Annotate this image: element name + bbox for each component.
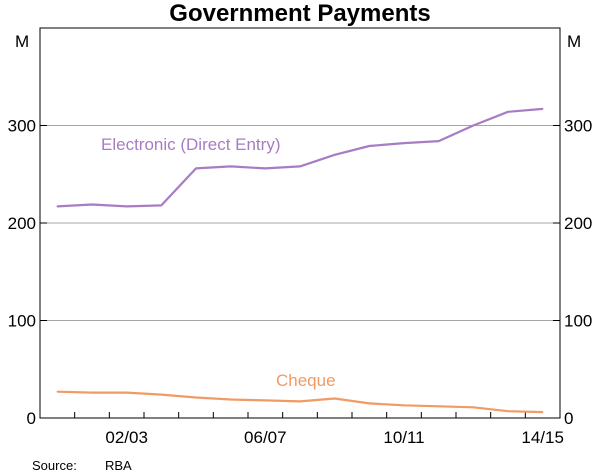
data-point: [368, 402, 371, 405]
data-point: [264, 399, 267, 402]
data-point: [195, 396, 197, 399]
y-tick-label-right: 0: [564, 409, 573, 428]
data-point: [368, 145, 371, 147]
y-axis-unit-left: M: [15, 32, 29, 51]
x-axis: 02/03 06/07 10/11 14/15: [39, 412, 564, 447]
series-line-0: [57, 107, 543, 208]
data-point: [437, 405, 440, 408]
data-point: [472, 406, 475, 409]
data-point: [541, 108, 544, 110]
data-point: [91, 391, 93, 394]
data-point: [125, 391, 128, 394]
data-point: [160, 204, 163, 207]
x-tick-label: 14/15: [521, 428, 564, 447]
y-axis-unit-right: M: [567, 32, 581, 51]
data-point: [91, 203, 93, 206]
data-point: [472, 124, 475, 127]
y-axis-left: 0 100 200 300: [8, 117, 47, 428]
y-tick-label-right: 300: [564, 117, 592, 136]
data-point: [229, 398, 232, 401]
x-tick-label: 06/07: [244, 428, 287, 447]
y-tick-label-left: 0: [27, 409, 36, 428]
data-point: [229, 165, 232, 168]
y-tick-label-left: 100: [8, 312, 36, 331]
data-point: [507, 410, 509, 412]
data-point: [299, 165, 301, 168]
series-lines: [56, 107, 544, 414]
x-tick-label: 10/11: [383, 428, 424, 447]
gridlines: [40, 125, 560, 321]
data-point: [541, 411, 544, 413]
data-point: [125, 205, 128, 208]
source-label: Source:: [32, 458, 77, 473]
series-label-electronic: Electronic (Direct Entry): [101, 135, 280, 154]
chart-title: Government Payments: [169, 0, 430, 27]
data-point: [437, 140, 440, 142]
series-label-cheque: Cheque: [276, 371, 336, 390]
y-tick-label-right: 100: [564, 312, 592, 331]
source-value: RBA: [105, 458, 132, 473]
data-point: [56, 205, 59, 208]
data-point: [264, 167, 267, 170]
y-axis-right: 0 100 200 300: [553, 117, 592, 428]
x-tick-label: 02/03: [105, 428, 148, 447]
data-point: [299, 400, 301, 403]
y-tick-label-right: 200: [564, 214, 592, 233]
data-point: [195, 167, 197, 170]
data-point: [333, 397, 336, 400]
data-point: [403, 142, 405, 144]
data-point: [333, 153, 336, 156]
y-tick-label-left: 200: [8, 214, 36, 233]
data-point: [403, 404, 405, 407]
data-point: [56, 390, 59, 393]
data-point: [507, 111, 509, 113]
data-point: [160, 393, 163, 396]
y-tick-label-left: 300: [8, 117, 36, 136]
